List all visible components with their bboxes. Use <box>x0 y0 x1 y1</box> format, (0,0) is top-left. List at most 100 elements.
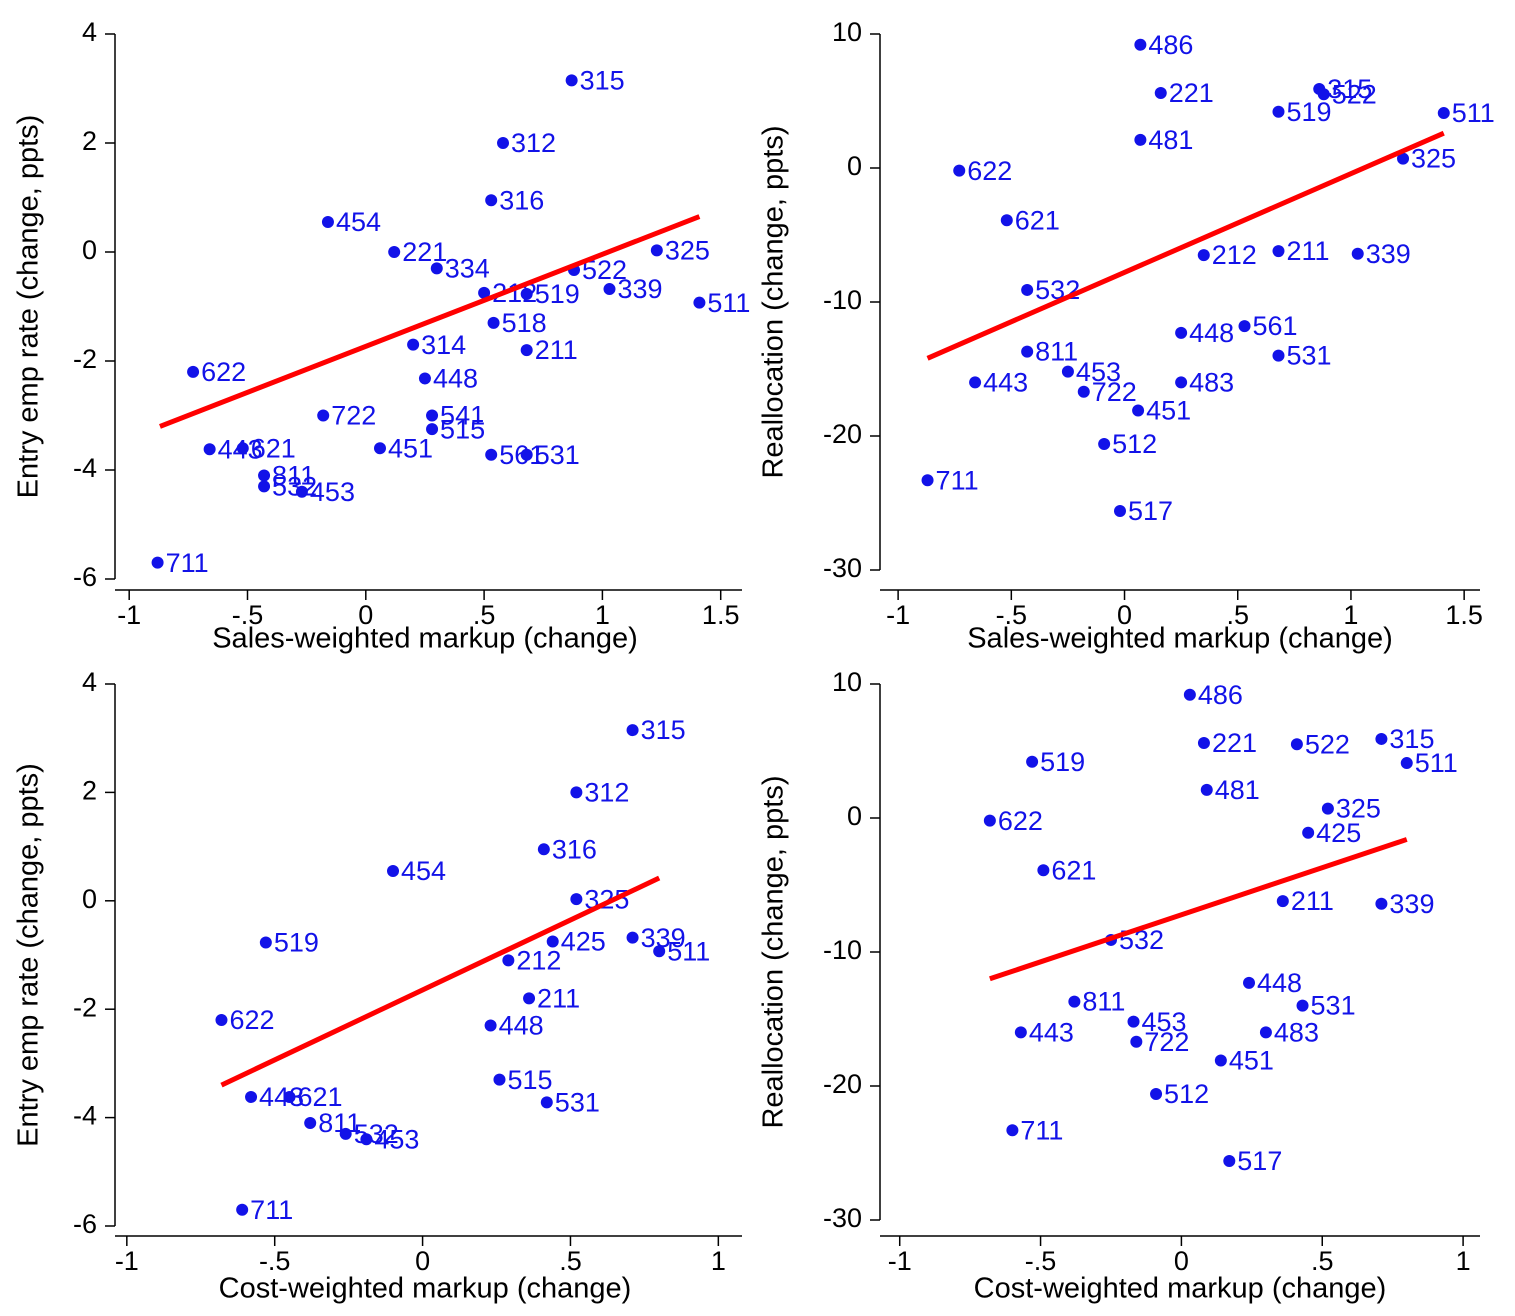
y-tick-label: 2 <box>82 776 97 806</box>
point <box>626 724 639 737</box>
x-tick-label: -1 <box>886 600 910 630</box>
point <box>245 1091 258 1104</box>
point <box>603 283 616 296</box>
point-label: 211 <box>535 335 578 365</box>
point <box>1375 897 1388 910</box>
point <box>565 74 578 87</box>
point <box>484 1019 497 1032</box>
x-tick-label: 1 <box>1343 600 1358 630</box>
point-label: 711 <box>1020 1115 1063 1145</box>
point-label: 211 <box>537 983 580 1013</box>
point <box>540 1096 553 1109</box>
point-label: 622 <box>998 806 1043 836</box>
y-tick-label: -10 <box>823 285 862 315</box>
point-label: 448 <box>433 364 478 394</box>
point-label: 221 <box>1169 78 1214 108</box>
point <box>1114 505 1126 518</box>
point-label: 339 <box>1366 239 1411 269</box>
point-label: 481 <box>1148 125 1193 155</box>
point-label: 325 <box>665 235 710 265</box>
x-tick-label: .5 <box>1311 1246 1334 1276</box>
x-axis-label: Sales-weighted markup (change) <box>967 623 1393 655</box>
y-tick-label: -2 <box>73 992 97 1022</box>
point-label: 312 <box>584 778 629 808</box>
point-label: 315 <box>1327 74 1372 104</box>
x-tick-label: -.5 <box>259 1246 291 1276</box>
point-label: 532 <box>272 471 317 501</box>
point <box>1302 826 1315 839</box>
point <box>1061 365 1074 378</box>
point <box>1021 345 1034 358</box>
point <box>1272 349 1285 362</box>
x-tick-label: -1 <box>117 600 141 630</box>
point-label: 512 <box>1164 1079 1209 1109</box>
point <box>523 992 536 1005</box>
point <box>520 287 533 300</box>
point-label: 811 <box>1082 987 1125 1017</box>
y-tick-label: 10 <box>832 667 862 697</box>
point-label: 443 <box>983 368 1028 398</box>
point <box>339 1127 352 1140</box>
point <box>1296 999 1309 1012</box>
point <box>1014 1026 1027 1039</box>
point <box>1276 895 1289 908</box>
fit-line <box>989 837 1408 982</box>
point <box>215 1014 228 1027</box>
point <box>1150 1088 1163 1101</box>
y-tick-label: -2 <box>73 344 97 374</box>
point-label: 325 <box>1336 794 1381 824</box>
point <box>1134 38 1147 51</box>
x-tick-label: -.5 <box>996 600 1028 630</box>
point <box>1098 438 1111 451</box>
y-tick-label: 0 <box>82 884 97 914</box>
point <box>693 296 706 309</box>
point-label: 454 <box>336 207 381 237</box>
x-axis-label: Cost-weighted markup (change) <box>219 1273 632 1305</box>
point-label: 532 <box>354 1119 399 1149</box>
point-label: 515 <box>507 1065 552 1095</box>
point-label: 448 <box>499 1011 544 1041</box>
point-label: 621 <box>297 1082 342 1112</box>
point <box>236 442 249 455</box>
point-label: 451 <box>1229 1046 1274 1076</box>
point <box>407 338 420 351</box>
y-tick-label: 4 <box>82 17 97 47</box>
point-label: 453 <box>310 477 355 507</box>
point <box>304 1117 317 1130</box>
point-label: 622 <box>201 357 246 387</box>
point <box>1000 214 1013 227</box>
y-tick-label: -10 <box>823 935 862 965</box>
point-label: 519 <box>535 279 580 309</box>
point <box>258 469 271 482</box>
point <box>259 936 272 949</box>
point <box>537 843 550 856</box>
point <box>1026 755 1039 768</box>
point <box>1243 976 1256 989</box>
point <box>570 786 583 799</box>
point <box>1400 757 1413 770</box>
point-label: 325 <box>1411 144 1456 174</box>
point-label: 622 <box>967 156 1012 186</box>
point-label: 531 <box>1286 341 1331 371</box>
point <box>485 448 498 461</box>
point <box>1132 404 1145 417</box>
point <box>283 1091 296 1104</box>
point <box>1397 152 1410 165</box>
fit-line <box>926 130 1445 361</box>
point <box>187 365 200 378</box>
point-label: 522 <box>1332 79 1377 109</box>
point <box>360 1133 373 1146</box>
point <box>478 286 491 299</box>
point-label: 811 <box>272 461 315 491</box>
x-tick-label: 1 <box>595 600 610 630</box>
point-label: 315 <box>1389 724 1434 754</box>
point <box>1006 1124 1019 1137</box>
point-label: 211 <box>1286 236 1329 266</box>
y-tick-label: -6 <box>73 1209 97 1239</box>
point <box>1130 1035 1143 1048</box>
point <box>373 442 386 455</box>
point <box>1021 283 1034 296</box>
point-label: 511 <box>1452 98 1495 128</box>
point-label: 211 <box>1291 886 1334 916</box>
point-label: 425 <box>1316 818 1361 848</box>
